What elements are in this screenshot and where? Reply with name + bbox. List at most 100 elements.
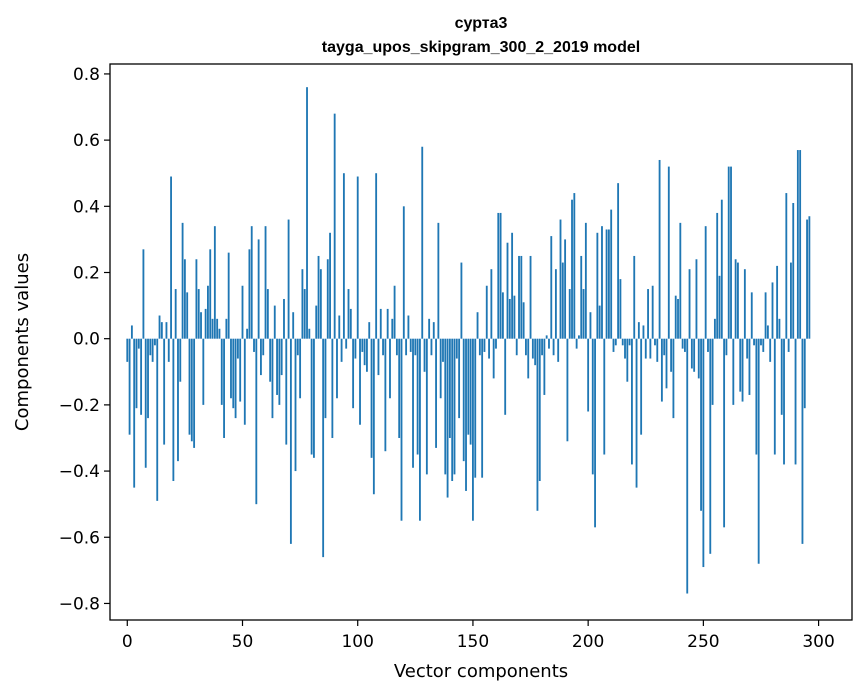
bar [663, 338, 666, 356]
bar [200, 312, 202, 339]
bar [285, 338, 288, 445]
bar [177, 338, 179, 462]
bar [347, 289, 350, 339]
bar [213, 226, 216, 339]
bar [591, 338, 594, 475]
bar [518, 255, 520, 339]
bar [465, 338, 467, 491]
bar [324, 338, 327, 419]
bar [379, 308, 382, 339]
bar [614, 338, 617, 346]
bar [631, 338, 633, 465]
bar [596, 232, 599, 339]
bar [299, 338, 302, 399]
bar [391, 318, 394, 339]
bar [315, 305, 318, 339]
bar [635, 338, 638, 488]
bar [188, 338, 191, 435]
bar [492, 338, 495, 379]
bar [207, 285, 209, 339]
bar [372, 338, 375, 495]
bar [476, 312, 479, 339]
bar [637, 322, 640, 339]
bar [140, 338, 143, 415]
bar [202, 338, 205, 405]
x-tick-label: 250 [687, 632, 719, 652]
bar [644, 338, 647, 359]
bar [193, 338, 196, 448]
bar [133, 338, 136, 488]
chart-title: сурта3 [455, 15, 508, 32]
bar [686, 338, 689, 594]
bar [227, 252, 230, 339]
bar [601, 226, 603, 339]
bar [462, 338, 465, 462]
bar [363, 338, 366, 366]
bar [414, 338, 417, 356]
bar [589, 312, 592, 339]
bar [640, 338, 643, 435]
bar [538, 338, 541, 481]
bar [566, 338, 569, 442]
bar [167, 338, 170, 362]
bar [690, 338, 693, 369]
bar [419, 338, 421, 521]
bar [801, 338, 804, 544]
bar [497, 212, 500, 339]
bar [170, 176, 172, 339]
bar [455, 338, 458, 359]
bar [333, 113, 336, 339]
bar [568, 289, 571, 339]
bar [329, 232, 331, 339]
bar [179, 338, 182, 382]
bar [573, 193, 576, 339]
x-tick-label: 200 [572, 632, 604, 652]
bar [651, 285, 654, 339]
bar [762, 338, 765, 352]
bar [554, 269, 557, 339]
bar [580, 255, 583, 339]
chart-subtitle: tayga_upos_skipgram_300_2_2019 model [322, 39, 640, 56]
x-axis-label: Vector components [394, 661, 568, 682]
bar [220, 338, 223, 405]
bar [147, 338, 149, 419]
bar [412, 338, 414, 468]
bar [308, 328, 311, 339]
x-axis: 0 50 100 150 200 250 300 [122, 620, 835, 652]
bar [216, 318, 219, 339]
bar [737, 262, 739, 339]
bar [204, 308, 207, 339]
bar [656, 338, 659, 362]
bar [163, 338, 166, 445]
bar [564, 239, 567, 339]
bar [713, 318, 716, 339]
bar [773, 338, 776, 455]
bar [186, 292, 189, 339]
bar [607, 229, 610, 339]
bar [667, 166, 670, 339]
bar [257, 239, 260, 339]
x-tick-label: 100 [341, 632, 373, 652]
bar [658, 159, 661, 339]
bar [665, 338, 668, 389]
bar [647, 289, 649, 339]
bar [269, 338, 272, 382]
bar [725, 338, 728, 356]
bar [571, 199, 573, 339]
bar [766, 325, 769, 339]
bar [289, 338, 292, 544]
bar [704, 226, 707, 339]
bar [142, 249, 145, 339]
bar [785, 193, 788, 339]
bar [442, 338, 444, 362]
bar [531, 338, 534, 359]
bar [741, 338, 744, 402]
bar [361, 338, 364, 352]
bar [478, 338, 481, 356]
bar [769, 338, 772, 362]
bar [506, 242, 509, 339]
bar [126, 338, 129, 362]
bar [301, 269, 304, 339]
bar [525, 338, 527, 356]
